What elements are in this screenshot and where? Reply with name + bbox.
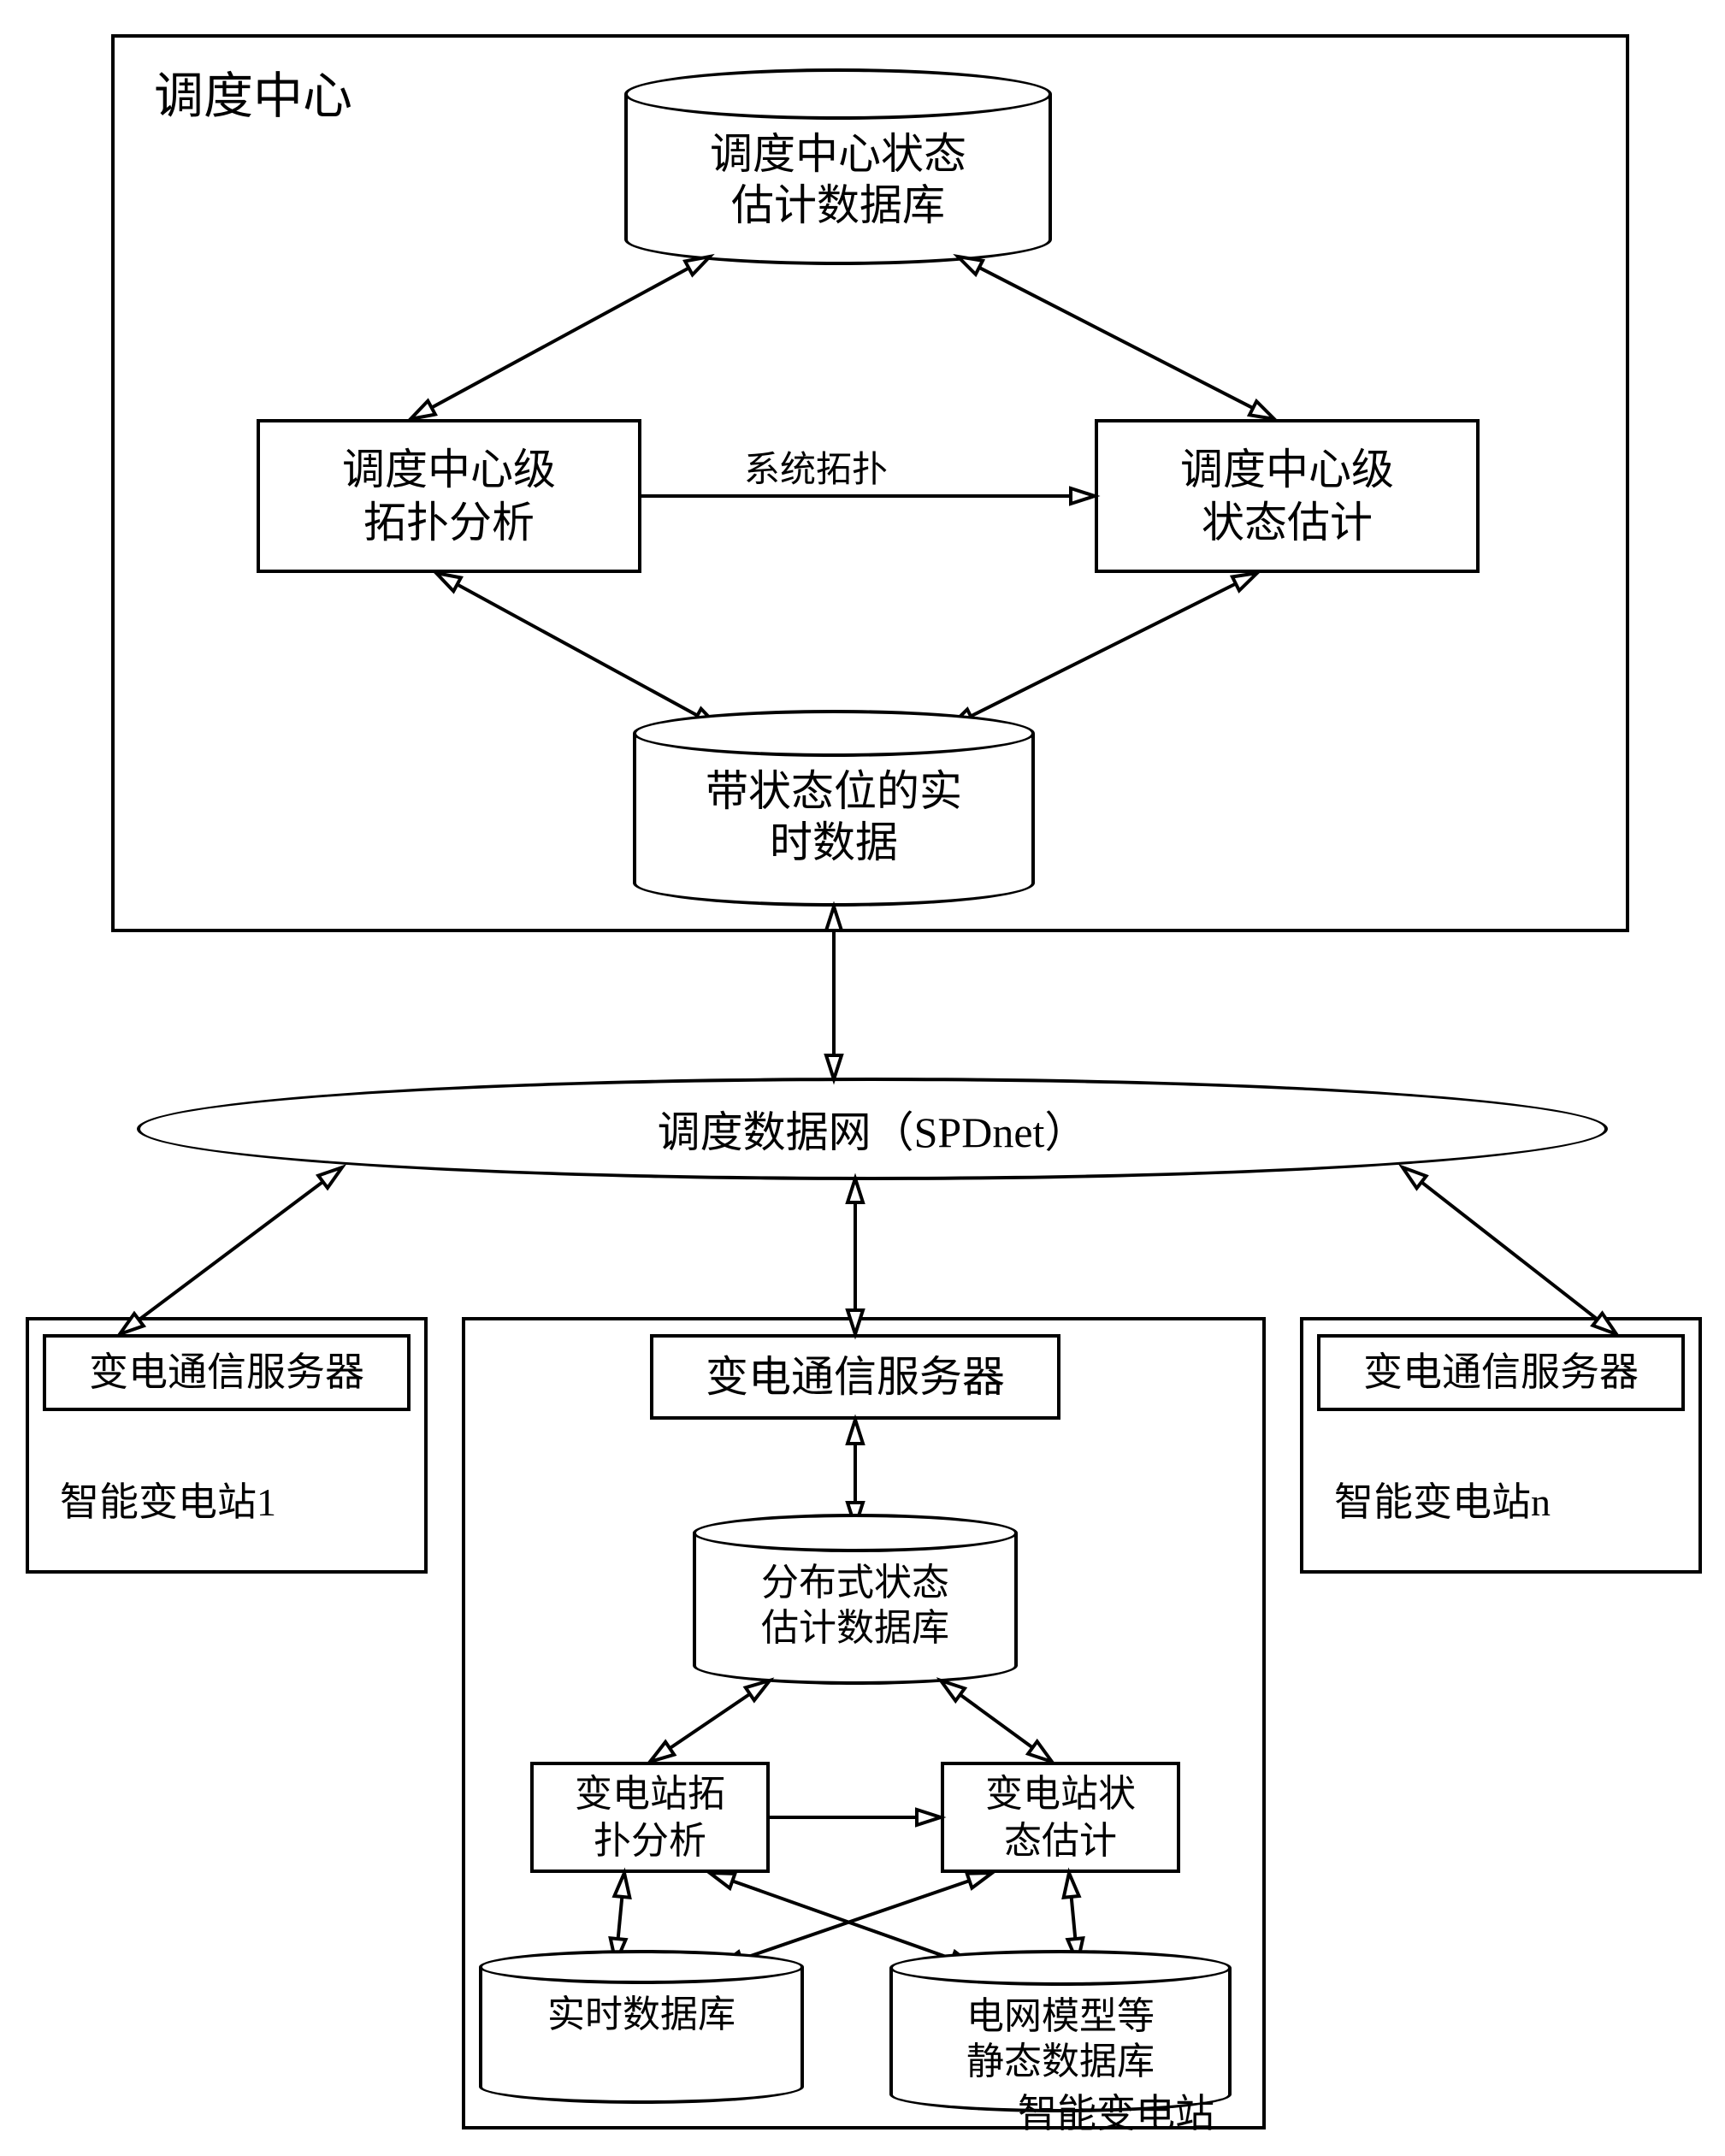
station-right-server: 变电通信服务器	[1317, 1334, 1685, 1411]
station-mid-db-dist-label: 分布式状态 估计数据库	[693, 1561, 1018, 1651]
station-left-label: 智能变电站1	[60, 1471, 276, 1527]
station-mid-server-label: 变电通信服务器	[706, 1350, 1005, 1404]
station-mid-server: 变电通信服务器	[650, 1334, 1060, 1420]
dispatch-db-bottom-label: 带状态位的实 时数据	[633, 765, 1035, 868]
dispatch-db-bottom: 带状态位的实 时数据	[633, 710, 1035, 907]
station-mid-db-rt-label: 实时数据库	[479, 1993, 804, 2038]
station-mid-topo-label: 变电站拓 扑分析	[575, 1770, 725, 1864]
dispatch-state-box-label: 调度中心级 状态估计	[1180, 443, 1394, 550]
station-right-label: 智能变电站n	[1334, 1471, 1551, 1527]
dispatch-db-top: 调度中心状态 估计数据库	[624, 68, 1052, 265]
station-right-server-label: 变电通信服务器	[1363, 1348, 1639, 1397]
station-mid-state-label: 变电站状 态估计	[985, 1770, 1136, 1864]
dispatch-topo-box-label: 调度中心级 拓扑分析	[342, 443, 556, 550]
network-ellipse: 调度数据网（SPDnet）	[137, 1078, 1608, 1180]
dispatch-edge-label: 系统拓扑	[744, 440, 888, 493]
station-mid-topo: 变电站拓 扑分析	[530, 1762, 770, 1873]
station-mid-db-rt: 实时数据库	[479, 1950, 804, 2104]
station-mid-label: 智能变电站	[1018, 2082, 1214, 2139]
dispatch-db-top-label: 调度中心状态 估计数据库	[624, 128, 1052, 231]
station-mid-state: 变电站状 态估计	[941, 1762, 1180, 1873]
station-left-server-label: 变电通信服务器	[89, 1348, 364, 1397]
station-mid-db-static-label: 电网模型等 静态数据库	[889, 1994, 1232, 2085]
network-ellipse-label: 调度数据网（SPDnet）	[658, 1098, 1088, 1160]
dispatch-state-box: 调度中心级 状态估计	[1095, 419, 1480, 573]
station-mid-db-dist: 分布式状态 估计数据库	[693, 1514, 1018, 1685]
station-left-server: 变电通信服务器	[43, 1334, 411, 1411]
dispatch-center-title: 调度中心	[154, 56, 352, 127]
dispatch-topo-box: 调度中心级 拓扑分析	[257, 419, 641, 573]
